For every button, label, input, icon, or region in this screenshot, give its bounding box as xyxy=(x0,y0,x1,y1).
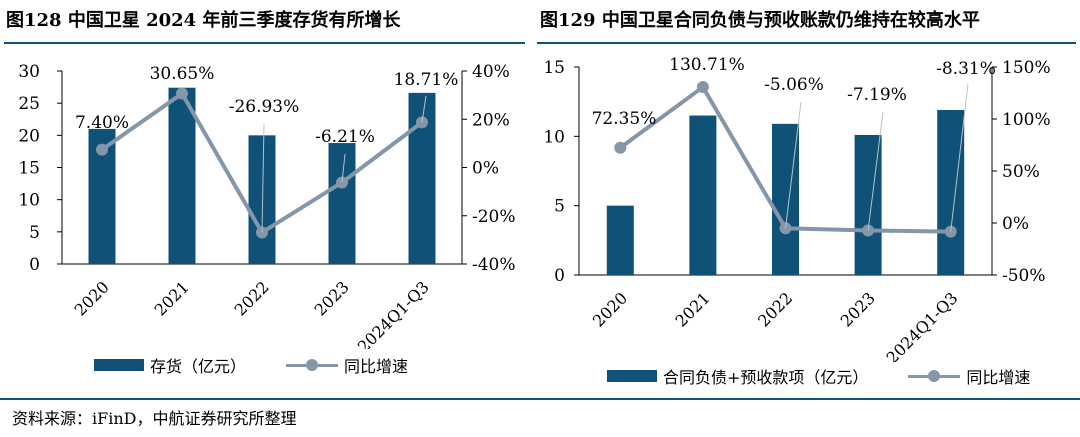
left-axis-tick-label: 20 xyxy=(18,126,40,146)
left-axis-tick-label: 25 xyxy=(18,94,40,114)
bar xyxy=(248,135,276,264)
x-axis-tick-label: 2023 xyxy=(837,288,879,330)
data-label: -26.93% xyxy=(229,97,300,117)
left-axis-tick-label: 15 xyxy=(543,58,565,78)
data-label: -7.19% xyxy=(847,85,907,105)
right-axis-tick-label: -40% xyxy=(472,255,516,275)
left-axis-tick-label: 10 xyxy=(18,191,40,211)
data-label: 130.71% xyxy=(669,55,745,75)
legend-bar-swatch xyxy=(94,359,144,371)
data-label: 72.35% xyxy=(592,109,657,129)
legend-bar-swatch xyxy=(607,370,657,382)
x-axis-tick-label: 2022 xyxy=(754,288,796,330)
data-label-leader xyxy=(421,95,427,123)
title-divider xyxy=(537,42,1076,44)
left-axis-tick-label: 10 xyxy=(543,127,565,147)
bar xyxy=(328,143,356,264)
chart-2-legend: 合同负债+预收款项（亿元） 同比增速 xyxy=(607,364,1030,388)
data-label: 18.71% xyxy=(394,70,459,90)
data-label: -5.06% xyxy=(764,75,824,95)
data-label: 30.65% xyxy=(150,64,215,84)
left-axis-tick-label: 0 xyxy=(29,255,40,275)
data-label-leader xyxy=(261,123,265,233)
chart-2-title: 图129 中国卫星合同负债与预收账款仍维持在较高水平 xyxy=(540,10,980,31)
inventory-chart: 0 5 10 15 20 25 30 -40% -20% 0% 20% 40% 2020 2021 2022… xyxy=(18,62,516,349)
data-label: -8.31% xyxy=(936,59,996,79)
right-axis-tick-label: 40% xyxy=(472,62,510,82)
legend-bar-label: 存货（亿元） xyxy=(150,357,247,376)
data-label: -6.21% xyxy=(315,127,375,147)
bar xyxy=(937,109,965,275)
legend-line-label: 同比增速 xyxy=(344,357,409,376)
data-label-leader xyxy=(341,153,346,183)
growth-point xyxy=(862,224,875,237)
source-note: 资料来源：iFinD，中航证券研究所整理 xyxy=(0,398,1080,437)
legend-line-swatch xyxy=(286,359,339,371)
legend-line-swatch xyxy=(908,370,961,382)
bar xyxy=(168,87,196,264)
data-label-leader xyxy=(867,111,884,231)
data-label-leader xyxy=(785,101,802,229)
data-label: 7.40% xyxy=(75,113,129,133)
bar xyxy=(772,123,799,275)
left-axis-tick-label: 5 xyxy=(554,197,565,217)
right-axis-tick-label: 0% xyxy=(472,159,499,179)
legend-bar-label: 合同负债+预收款项（亿元） xyxy=(663,368,869,387)
x-axis-tick-label: 2020 xyxy=(71,277,113,319)
x-axis-tick-label: 2021 xyxy=(151,277,193,319)
right-axis-tick-label: -20% xyxy=(472,207,516,227)
x-axis-tick-label: 2024Q1-Q3 xyxy=(354,277,433,349)
left-axis-tick-label: 5 xyxy=(29,223,40,243)
right-axis-tick-label: 50% xyxy=(1002,162,1040,182)
title-divider xyxy=(4,42,525,44)
growth-point xyxy=(96,143,108,156)
left-axis-tick-label: 0 xyxy=(554,266,565,286)
x-axis-tick-label: 2022 xyxy=(231,277,273,319)
x-axis-tick-label: 2024Q1-Q3 xyxy=(883,288,962,362)
x-axis-tick-label: 2020 xyxy=(589,288,631,330)
legend-line-label: 同比增速 xyxy=(966,368,1031,387)
right-axis-tick-label: -50% xyxy=(1002,266,1046,286)
chart-1-title: 图128 中国卫星 2024 年前三季度存货有所增长 xyxy=(6,10,401,31)
growth-point xyxy=(176,87,188,100)
bar xyxy=(606,205,634,275)
left-axis-tick-label: 15 xyxy=(18,159,40,179)
bar xyxy=(689,115,717,276)
growth-point xyxy=(614,141,627,154)
data-label-leader xyxy=(950,83,969,232)
growth-point xyxy=(696,81,709,94)
left-axis-tick-label: 30 xyxy=(18,62,40,82)
right-axis-tick-label: 150% xyxy=(1002,58,1051,78)
x-axis-tick-label: 2021 xyxy=(672,288,714,330)
right-axis-tick-label: 0% xyxy=(1002,214,1029,234)
chart-1-legend: 存货（亿元） 同比增速 xyxy=(94,353,408,377)
right-axis-tick-label: 100% xyxy=(1002,110,1051,130)
x-axis-tick-label: 2023 xyxy=(311,277,353,319)
right-axis-tick-label: 20% xyxy=(472,110,510,130)
contract-liabilities-chart: 0 5 10 15 -50% 0% 50% 100% 150% 2020 2021 2022 2023 2… xyxy=(543,55,1051,362)
